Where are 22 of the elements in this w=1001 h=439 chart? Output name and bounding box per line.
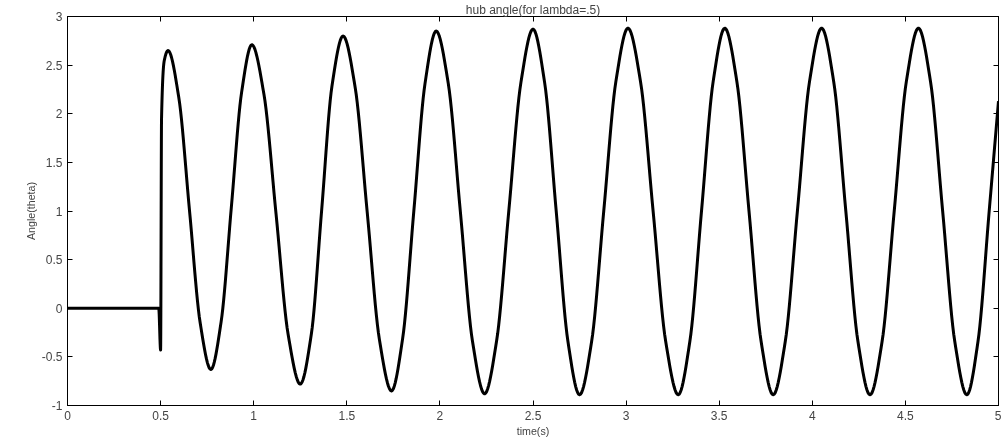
x-tick-label: 5: [994, 408, 1001, 423]
y-tick-label: 2: [55, 107, 63, 122]
x-tick-label: 1.5: [338, 408, 356, 423]
y-tick-label: 3: [55, 10, 63, 24]
x-tick-label: 3: [622, 408, 630, 423]
x-tick-label: 2.5: [524, 408, 542, 423]
x-axis-title: time(s): [516, 424, 550, 437]
y-tick-label: 2.5: [45, 58, 63, 73]
x-tick-label: 2: [436, 408, 444, 423]
x-tick-label: 3.5: [710, 408, 728, 423]
y-tick-label: 0.5: [45, 253, 63, 268]
y-tick-label: -0.5: [41, 350, 63, 365]
x-tick-label: 4: [808, 408, 816, 423]
y-tick-label: 0: [55, 301, 63, 316]
y-tick-label: 1: [55, 204, 63, 219]
y-tick-label: 1.5: [45, 155, 63, 170]
chart-title: hub angle(for lambda=.5): [465, 2, 601, 17]
x-tick-label: 0.5: [152, 408, 170, 423]
x-tick-label: 1: [250, 408, 258, 423]
y-tick-label: -1: [51, 399, 63, 413]
x-tick-label: 4.5: [897, 408, 915, 423]
y-axis-title: Angle(theta): [24, 181, 37, 241]
